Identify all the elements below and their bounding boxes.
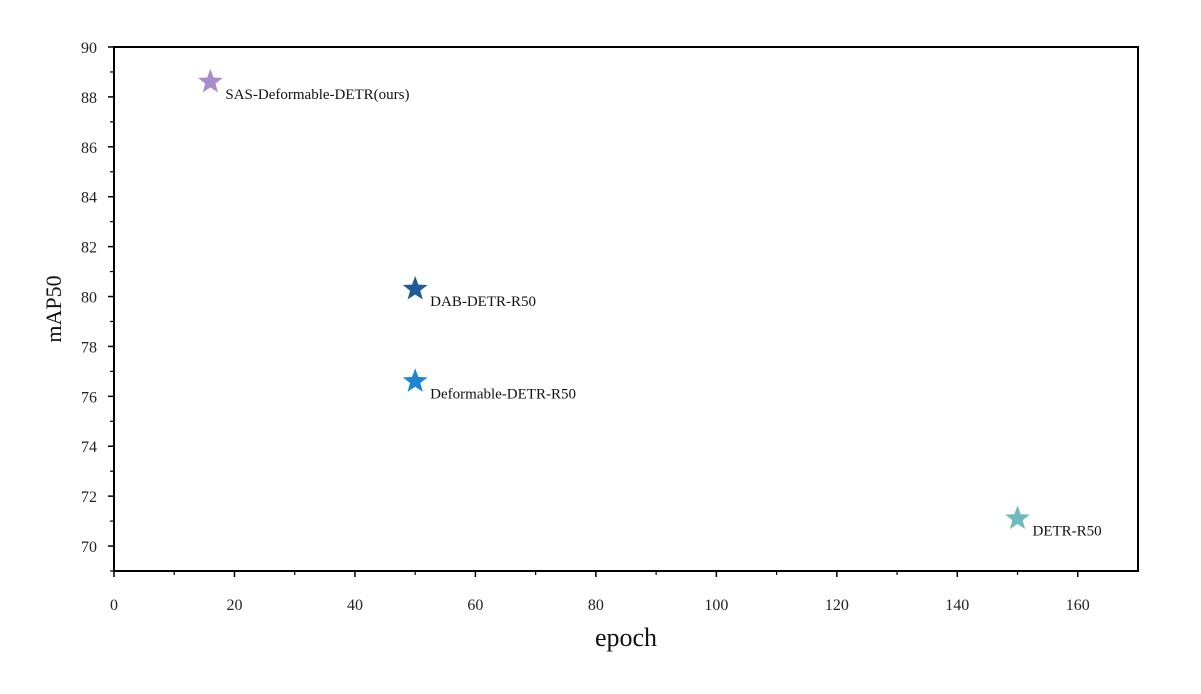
x-tick-label: 40 [347,597,363,614]
y-tick-label: 76 [81,389,97,406]
y-tick-label: 72 [81,489,97,506]
star-marker [1005,505,1030,530]
star-marker [198,68,223,93]
star-marker [402,368,428,392]
y-axis-ticks: 70 72 74 76 78 80 82 84 86 88 90 [81,40,114,556]
y-tick-label: 84 [81,190,97,207]
y-tick-label: 88 [81,90,97,107]
x-axis-title: epoch [595,623,657,652]
plot-frame [113,46,1139,572]
point-label: DETR-R50 [1033,524,1102,540]
y-tick-label: 70 [81,539,97,556]
point-label: SAS-Deformable-DETR(ours) [225,87,409,103]
y-tick-label: 82 [81,240,97,257]
minor-ticks [110,71,1019,575]
x-tick-label: 60 [467,597,483,614]
x-tick-label: 80 [588,597,604,614]
point-label: DAB-DETR-R50 [430,294,536,310]
x-axis-ticks: 0 20 40 60 80 100 120 140 160 [110,571,1090,614]
data-points: SAS-Deformable-DETR(ours) DAB-DETR-R50 Def… [198,68,1102,540]
x-tick-label: 120 [825,597,849,614]
x-tick-label: 0 [110,597,118,614]
y-tick-label: 86 [81,140,97,157]
y-tick-label: 80 [81,290,97,307]
x-tick-label: 140 [945,597,969,614]
y-tick-label: 90 [81,40,97,57]
point-label: Deformable-DETR-R50 [430,386,576,402]
x-tick-label: 160 [1066,597,1090,614]
y-tick-label: 78 [81,339,97,356]
x-tick-label: 20 [226,597,242,614]
y-axis-title: mAP50 [41,275,66,342]
y-tick-label: 74 [81,439,97,456]
star-marker [402,276,428,300]
x-tick-label: 100 [704,597,728,614]
